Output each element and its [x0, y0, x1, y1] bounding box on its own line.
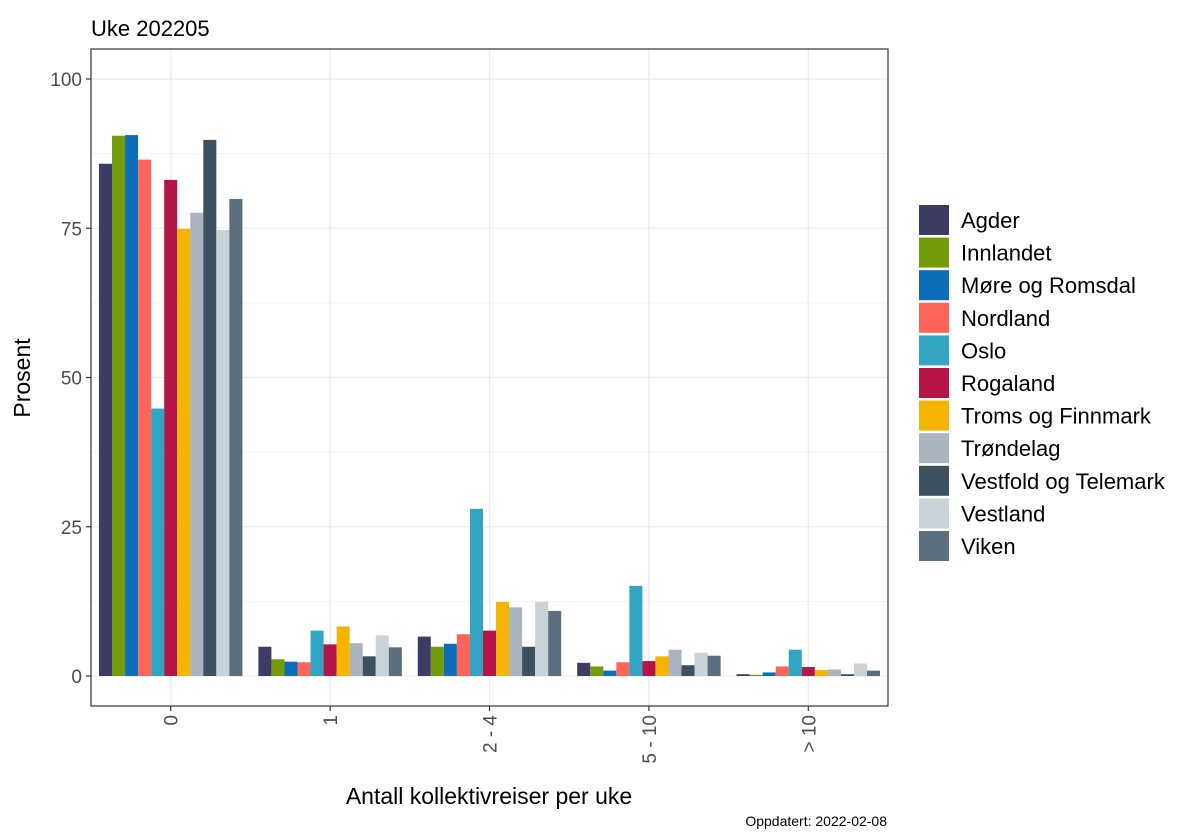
bar: [827, 669, 841, 676]
bar: [336, 626, 350, 676]
bar: [362, 656, 376, 676]
legend-swatch: [919, 400, 949, 431]
legend-label: Trøndelag: [961, 436, 1060, 461]
bar: [443, 643, 457, 676]
x-tick-label: 0: [162, 715, 183, 726]
bar: [271, 659, 285, 676]
bar: [509, 607, 523, 676]
y-tick-label: 50: [61, 369, 82, 390]
bar: [417, 636, 431, 676]
bar: [284, 661, 298, 676]
bar: [323, 644, 337, 676]
legend-label: Oslo: [961, 338, 1006, 363]
legend-swatch: [919, 205, 949, 235]
y-tick-label: 100: [50, 70, 82, 91]
bar: [138, 159, 152, 677]
bar: [681, 665, 695, 676]
bar: [603, 670, 617, 676]
bar: [496, 601, 510, 676]
y-tick-label: 25: [61, 518, 82, 539]
bar: [216, 230, 230, 676]
bar: [430, 646, 444, 676]
bar: [310, 630, 324, 676]
x-axis-title: Antall kollektivreiser per uke: [346, 783, 632, 809]
y-axis-title: Prosent: [9, 338, 35, 418]
bar: [775, 666, 789, 676]
bar: [125, 135, 139, 677]
bar: [707, 655, 721, 676]
bar: [151, 408, 165, 676]
x-tick-label: 1: [321, 715, 342, 726]
bar: [522, 646, 536, 676]
legend-swatch: [919, 237, 949, 268]
bar: [469, 508, 483, 676]
bar: [749, 674, 763, 676]
x-tick-label: 5 - 10: [640, 715, 661, 764]
bar: [297, 662, 311, 676]
bar: [190, 212, 204, 676]
bar: [229, 198, 243, 676]
y-axis: 0 25 50 75 100: [50, 70, 91, 688]
bar: [164, 179, 178, 676]
legend-label: Vestfold og Telemark: [961, 469, 1166, 494]
x-tick-label: 2 - 4: [481, 715, 502, 753]
legend: Agder Innlandet Møre og Romsdal Nordland Osl…: [919, 205, 1166, 561]
bar: [375, 635, 389, 676]
y-tick-label: 75: [61, 219, 82, 240]
bar: [456, 634, 470, 676]
bar: [616, 662, 630, 676]
x-tick-label: > 10: [799, 715, 820, 753]
bar: [694, 652, 708, 676]
bar: [788, 649, 802, 676]
y-tick-label: 0: [71, 667, 82, 688]
bar: [668, 649, 682, 676]
legend-label: Agder: [961, 208, 1020, 233]
bar: [762, 672, 776, 676]
updated-caption: Oppdatert: 2022-02-08: [745, 813, 887, 829]
chart-title: Uke 202205: [91, 16, 210, 41]
bar: [258, 646, 272, 676]
bar: [535, 601, 549, 676]
bar: [548, 610, 562, 676]
legend-swatch: [919, 531, 949, 561]
x-axis: 0 1 2 - 4 5 - 10 > 10: [162, 706, 820, 764]
bar: [866, 670, 881, 676]
legend-label: Nordland: [961, 306, 1050, 331]
legend-label: Vestland: [961, 501, 1045, 526]
bar: [388, 647, 402, 676]
bar: [203, 139, 217, 677]
legend-swatch: [919, 498, 949, 529]
bar: [349, 643, 363, 676]
legend-swatch: [919, 335, 949, 366]
legend-swatch: [919, 465, 949, 496]
bar: [98, 163, 113, 677]
legend-label: Viken: [961, 534, 1016, 559]
bar: [853, 663, 867, 676]
bar: [642, 661, 656, 676]
legend-swatch: [919, 270, 949, 301]
bar: [655, 656, 669, 676]
bar: [736, 674, 750, 676]
legend-swatch: [919, 302, 949, 333]
bar: [112, 135, 126, 677]
bar: [801, 667, 815, 676]
bars: [98, 135, 881, 677]
legend-swatch: [919, 368, 949, 398]
legend-label: Rogaland: [961, 371, 1055, 396]
bar: [629, 585, 643, 676]
legend-swatch: [919, 433, 949, 464]
bar: [177, 228, 191, 677]
bar: [814, 670, 828, 676]
bar: [577, 662, 591, 676]
legend-label: Innlandet: [961, 241, 1052, 266]
bar: [840, 674, 854, 676]
legend-label: Troms og Finnmark: [961, 404, 1152, 429]
bar: [590, 666, 604, 676]
bar: [482, 630, 497, 676]
legend-label: Møre og Romsdal: [961, 273, 1136, 298]
